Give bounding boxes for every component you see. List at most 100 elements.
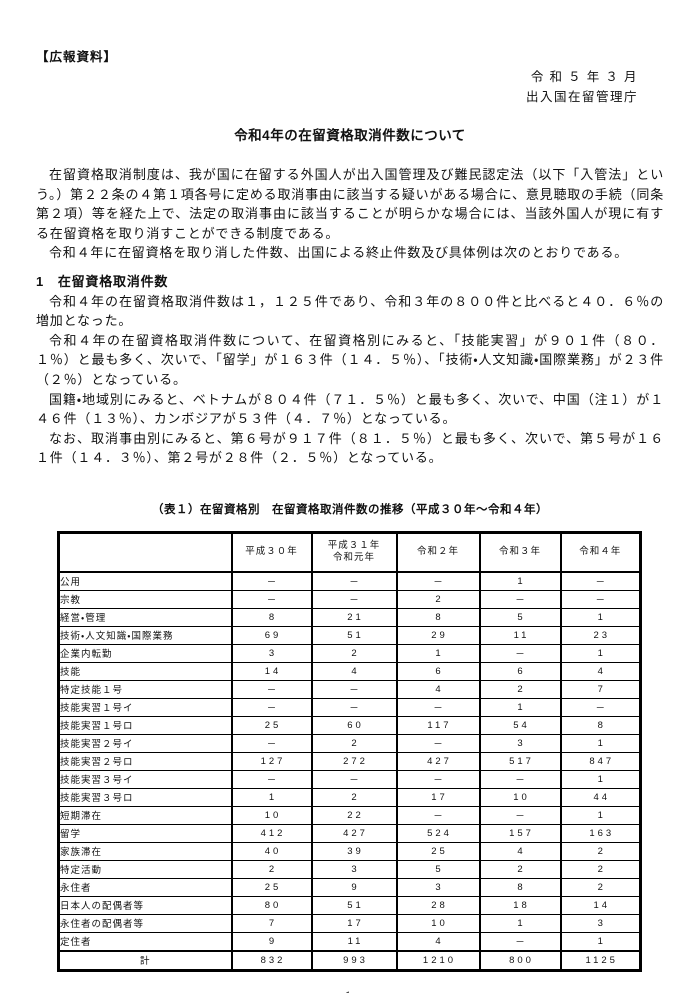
- value-cell: 1125: [559, 949, 642, 971]
- value-cell: 5: [395, 859, 481, 879]
- row-label-cell: 特定活動: [57, 859, 233, 879]
- value-cell: 44: [559, 787, 642, 807]
- value-cell: 4: [478, 841, 562, 861]
- table-total-row: 計 832 993 1210 800 1125: [57, 949, 642, 971]
- value-cell: 60: [310, 715, 398, 735]
- value-cell: －: [230, 571, 313, 591]
- value-cell: －: [559, 697, 642, 717]
- value-cell: 117: [395, 715, 481, 735]
- value-cell: 993: [310, 949, 398, 971]
- value-cell: 127: [230, 751, 313, 771]
- row-label-cell: 短期滞在: [57, 805, 233, 825]
- table-row: 技能 14 4 6 6 4: [57, 661, 642, 681]
- value-cell: 3: [395, 877, 481, 897]
- value-cell: 1: [559, 733, 642, 753]
- value-cell: 8: [230, 607, 313, 627]
- row-label-cell: 経営・管理: [57, 607, 233, 627]
- table-row: 特定技能１号－－ 4 2 7: [57, 679, 642, 699]
- value-cell: 427: [395, 751, 481, 771]
- value-cell: 9: [230, 931, 313, 952]
- table-row: 技能実習１号ロ 25 60 117 54 8: [57, 715, 642, 735]
- value-cell: 8: [478, 877, 562, 897]
- row-label-cell: 技能実習１号イ: [57, 697, 233, 717]
- value-cell: 21: [310, 607, 398, 627]
- value-cell: 2: [559, 841, 642, 861]
- table-row: 経営・管理 8 21 8 5 1: [57, 607, 642, 627]
- value-cell: －: [559, 571, 642, 591]
- value-cell: 3: [559, 913, 642, 933]
- year-column-header: 平成３０年: [230, 531, 313, 573]
- row-label-cell: 家族滞在: [57, 841, 233, 861]
- row-label-cell: 定住者: [57, 931, 233, 952]
- row-label-cell: 永住者の配偶者等: [57, 913, 233, 933]
- value-cell: －: [310, 769, 398, 789]
- value-cell: 3: [310, 859, 398, 879]
- date-agency-block: 令 和 ５ 年 ３ 月 出入国在留管理庁: [36, 67, 664, 107]
- value-cell: 29: [395, 625, 481, 645]
- value-cell: 832: [230, 949, 313, 971]
- value-cell: 412: [230, 823, 313, 843]
- table-row: 技能実習１号イ－－－ 1 －: [57, 697, 642, 717]
- value-cell: 1210: [395, 949, 481, 971]
- table-row: 技能実習２号イ－ 2 － 3 1: [57, 733, 642, 753]
- value-cell: 2: [310, 787, 398, 807]
- row-label-cell: 技能実習１号ロ: [57, 715, 233, 735]
- year-column-header: 令和２年: [395, 531, 481, 573]
- value-cell: 17: [310, 913, 398, 933]
- agency-name: 出入国在留管理庁: [525, 90, 638, 104]
- body-paragraph: 令和４年の在留資格取消件数について、在留資格別にみると、「技能実習」が９０１件（…: [36, 332, 664, 387]
- table-row: 宗教－－ 2 －－: [57, 589, 642, 609]
- table-row: 永住者の配偶者等 7 17 10 1 3: [57, 913, 642, 933]
- table-row: 技能実習３号ロ 1 2 17 10 44: [57, 787, 642, 807]
- table-body: 公用－－－ 1 －宗教－－ 2 －－経営・管理 8 21 8 5 1 技術・人文知識・国際業務 69 5…: [57, 571, 642, 971]
- value-cell: 4: [395, 931, 481, 952]
- value-cell: 28: [395, 895, 481, 915]
- value-cell: －: [395, 697, 481, 717]
- value-cell: 4: [395, 679, 481, 699]
- value-cell: －: [310, 589, 398, 609]
- value-cell: －: [559, 589, 642, 609]
- value-cell: 1: [478, 913, 562, 933]
- value-cell: 54: [478, 715, 562, 735]
- value-cell: 7: [559, 679, 642, 699]
- value-cell: 1: [559, 769, 642, 789]
- value-cell: 14: [230, 661, 313, 681]
- table-row: 技術・人文知識・国際業務 69 51 29 11 23: [57, 625, 642, 645]
- year-column-header: 平成３１年 令和元年: [310, 531, 398, 573]
- row-label-cell: 技能実習２号イ: [57, 733, 233, 753]
- value-cell: 847: [559, 751, 642, 771]
- value-cell: －: [395, 571, 481, 591]
- value-cell: 2: [559, 859, 642, 879]
- value-cell: 10: [395, 913, 481, 933]
- value-cell: 8: [559, 715, 642, 735]
- value-cell: 6: [478, 661, 562, 681]
- value-cell: 23: [559, 625, 642, 645]
- body-paragraph: 令和４年に在留資格を取り消した件数、出国による終止件数及び具体例は次のとおりであ…: [49, 245, 629, 261]
- value-cell: 2: [478, 679, 562, 699]
- value-cell: 2: [310, 733, 398, 753]
- value-cell: 80: [230, 895, 313, 915]
- value-cell: 1: [559, 607, 642, 627]
- value-cell: 40: [230, 841, 313, 861]
- value-cell: －: [230, 733, 313, 753]
- row-label-cell: 計: [57, 949, 233, 971]
- value-cell: －: [230, 679, 313, 699]
- value-cell: 3: [230, 643, 313, 663]
- table-row: 短期滞在 10 22 －－ 1: [57, 805, 642, 825]
- value-cell: 4: [310, 661, 398, 681]
- table-row: 日本人の配偶者等 80 51 28 18 14: [57, 895, 642, 915]
- value-cell: －: [478, 931, 562, 952]
- value-cell: 157: [478, 823, 562, 843]
- row-label-cell: 宗教: [57, 589, 233, 609]
- value-cell: －: [478, 589, 562, 609]
- value-cell: 3: [478, 733, 562, 753]
- row-label-cell: 公用: [57, 571, 233, 591]
- table-row: 定住者 9 11 4 － 1: [57, 931, 642, 952]
- value-cell: －: [395, 733, 481, 753]
- table-row: 留学 412 427 524 157 163: [57, 823, 642, 843]
- row-label-column-header: [57, 531, 233, 573]
- table-row: 技能実習２号ロ 127 272 427 517 847: [57, 751, 642, 771]
- value-cell: 11: [310, 931, 398, 952]
- value-cell: 5: [478, 607, 562, 627]
